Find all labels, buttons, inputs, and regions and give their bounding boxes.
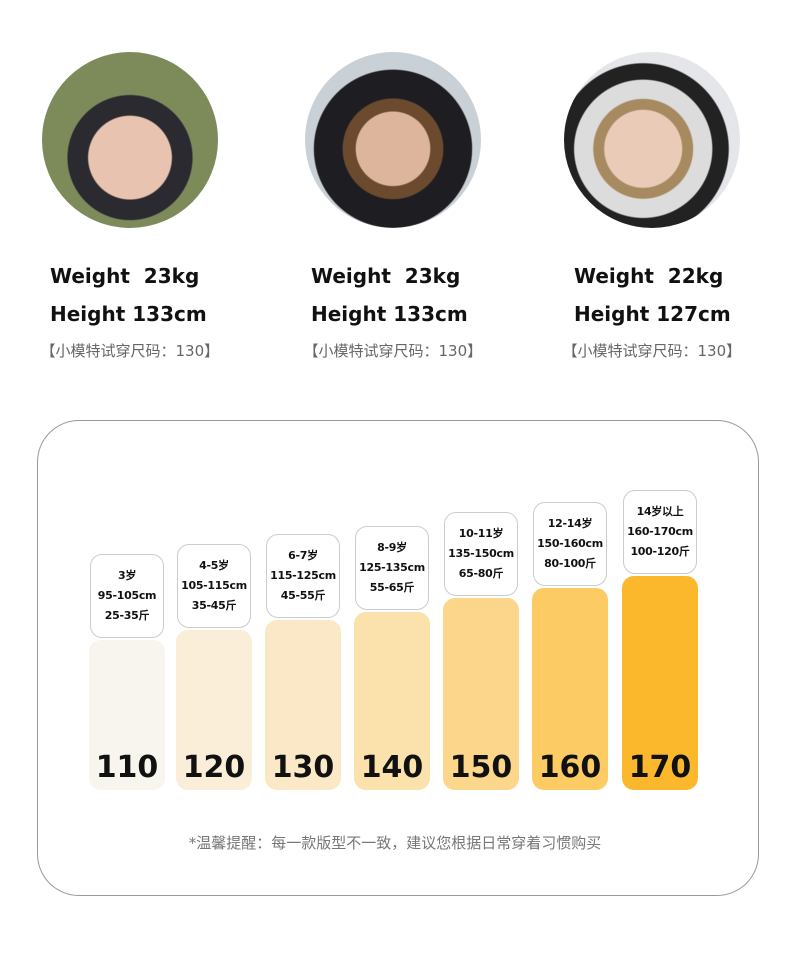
size-weight: 35-45斤	[191, 599, 237, 612]
size-age: 4-5岁	[199, 559, 229, 572]
model-note: 【小模特试穿尺码：130】	[562, 342, 742, 360]
model-weight: Weight 23kg	[50, 264, 200, 288]
size-label: 130	[271, 750, 335, 785]
size-bar	[532, 588, 608, 790]
model-weight: Weight 22kg	[574, 264, 724, 288]
size-age: 12-14岁	[547, 517, 593, 530]
size-bar	[176, 630, 252, 790]
size-bar	[622, 576, 698, 790]
model-weight: Weight 23kg	[311, 264, 461, 288]
model-note: 【小模特试穿尺码：130】	[40, 342, 220, 360]
size-label: 110	[95, 750, 159, 785]
size-weight: 100-120斤	[630, 545, 690, 558]
size-height: 115-125cm	[270, 569, 336, 582]
size-weight: 55-65斤	[369, 581, 415, 594]
size-bar	[89, 640, 165, 790]
size-height: 95-105cm	[97, 589, 157, 602]
size-info-box: 12-14岁 150-160cm 80-100斤	[533, 502, 607, 586]
size-info-box: 10-11岁 135-150cm 65-80斤	[444, 512, 518, 596]
size-height: 105-115cm	[181, 579, 247, 592]
size-info-box: 8-9岁 125-135cm 55-65斤	[355, 526, 429, 610]
model-photo	[305, 52, 481, 228]
model-height: Height 133cm	[311, 302, 468, 326]
size-label: 140	[360, 750, 424, 785]
size-height: 160-170cm	[627, 525, 693, 538]
size-info-box: 3岁 95-105cm 25-35斤	[90, 554, 164, 638]
size-label: 120	[182, 750, 246, 785]
model-photo	[564, 52, 740, 228]
size-height: 125-135cm	[359, 561, 425, 574]
size-weight: 25-35斤	[104, 609, 150, 622]
size-age: 6-7岁	[288, 549, 318, 562]
size-bar	[443, 598, 519, 790]
size-weight: 80-100斤	[544, 557, 596, 570]
size-info-box: 14岁以上 160-170cm 100-120斤	[623, 490, 697, 574]
size-card	[37, 420, 759, 896]
size-label: 160	[538, 750, 602, 785]
size-weight: 65-80斤	[458, 567, 504, 580]
size-bar	[265, 620, 341, 790]
model-height: Height 133cm	[50, 302, 207, 326]
model-photo	[42, 52, 218, 228]
size-label: 150	[449, 750, 513, 785]
size-height: 150-160cm	[537, 537, 603, 550]
size-height: 135-150cm	[448, 547, 514, 560]
size-age: 10-11岁	[458, 527, 504, 540]
model-height: Height 127cm	[574, 302, 731, 326]
size-info-box: 6-7岁 115-125cm 45-55斤	[266, 534, 340, 618]
model-note: 【小模特试穿尺码：130】	[303, 342, 483, 360]
footnote: *温馨提醒：每一款版型不一致，建议您根据日常穿着习惯购买	[188, 834, 602, 852]
size-weight: 45-55斤	[280, 589, 326, 602]
size-age: 14岁以上	[636, 505, 684, 518]
size-info-box: 4-5岁 105-115cm 35-45斤	[177, 544, 251, 628]
size-age: 3岁	[117, 569, 137, 582]
size-label: 170	[628, 750, 692, 785]
size-age: 8-9岁	[377, 541, 407, 554]
size-bar	[354, 612, 430, 790]
